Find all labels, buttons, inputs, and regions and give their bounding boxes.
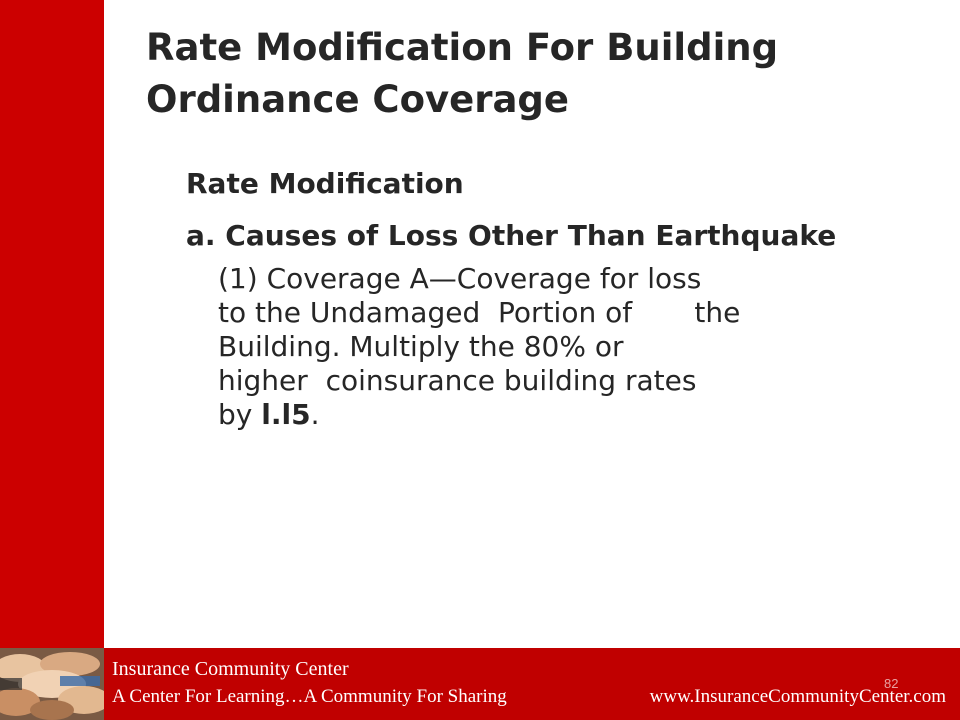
body-item-line-2: to the Undamaged Portion of the xyxy=(218,296,741,329)
left-accent-bar xyxy=(0,0,104,648)
footer-bar xyxy=(0,648,960,720)
body-item-line-1: (1) Coverage A—Coverage for loss xyxy=(218,262,702,295)
body-item-line-3: Building. Multiply the 80% or xyxy=(218,330,624,363)
body-item: (1) Coverage A—Coverage for loss to the … xyxy=(218,262,878,432)
body-item-end: . xyxy=(310,398,320,431)
body-item-line-5: by xyxy=(218,398,262,431)
slide-body: Rate Modification a. Causes of Loss Othe… xyxy=(186,166,926,432)
rate-factor: l.l5 xyxy=(261,398,311,431)
footer-url-link[interactable]: www.InsuranceCommunityCenter.com xyxy=(649,686,946,707)
slide-title: Rate Modification For Building Ordinance… xyxy=(146,26,779,121)
body-item-line-4: higher coinsurance building rates xyxy=(218,364,697,397)
body-subheading: a. Causes of Loss Other Than Earthquake xyxy=(186,219,837,252)
body-heading: Rate Modification xyxy=(186,167,464,200)
stacked-hands-photo-icon xyxy=(0,648,104,720)
slide-number: 82 xyxy=(884,676,899,691)
footer-tagline: A Center For Learning…A Community For Sh… xyxy=(112,686,507,707)
footer-org-name: Insurance Community Center xyxy=(112,658,349,680)
